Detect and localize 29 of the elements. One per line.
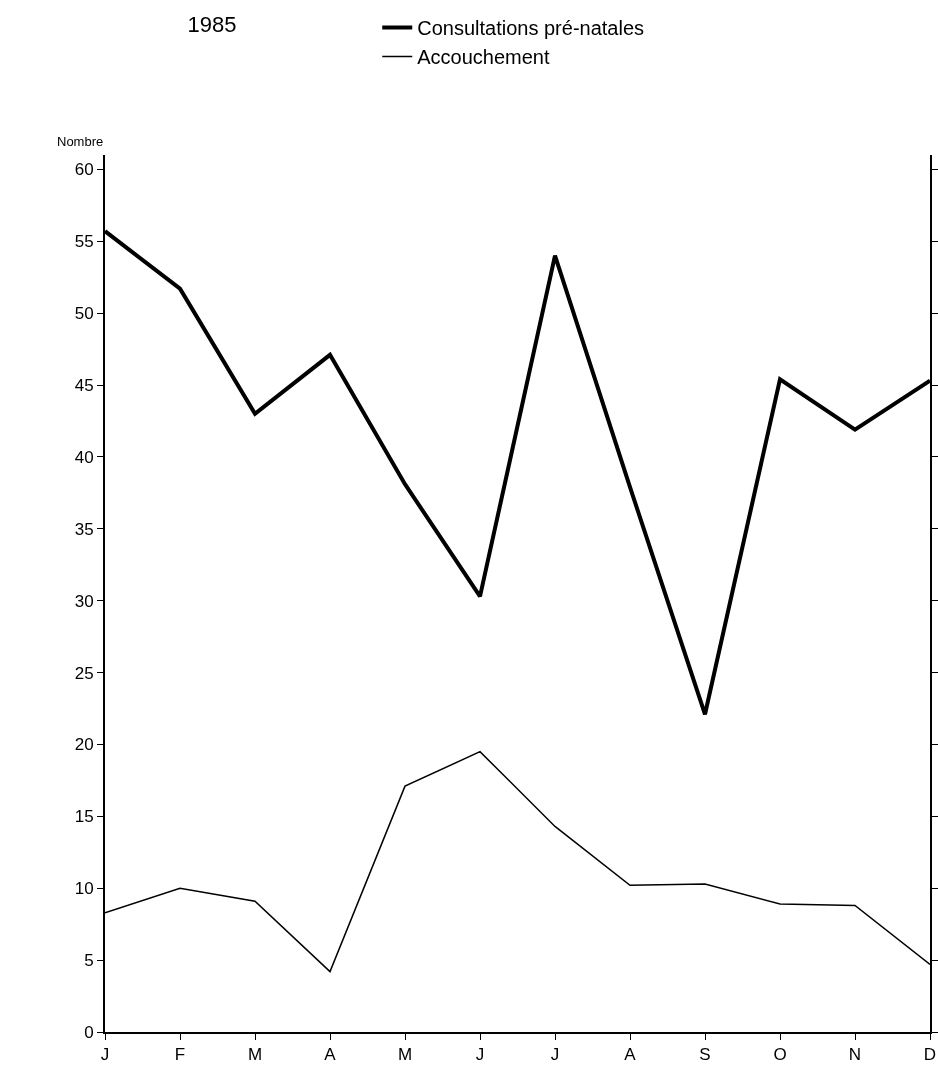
y-tick-label: 35 <box>74 519 94 539</box>
y-tick-label: 45 <box>74 375 94 395</box>
x-tick-label: A <box>624 1045 637 1065</box>
x-tick-label: S <box>699 1045 711 1065</box>
x-tick-label: N <box>848 1045 862 1065</box>
x-tick-label: O <box>773 1045 787 1065</box>
y-tick-label: 20 <box>74 735 94 755</box>
chart-title: 1985 <box>187 11 237 37</box>
y-tick-label: 5 <box>84 951 94 971</box>
legend-label: Accouchement <box>417 46 550 69</box>
y-tick-label: 15 <box>74 807 94 827</box>
y-tick-label: 0 <box>84 1022 94 1042</box>
x-tick-label: J <box>475 1045 485 1065</box>
x-tick-label: A <box>324 1045 337 1065</box>
y-tick-label: 40 <box>74 447 94 467</box>
x-tick-label: J <box>100 1045 110 1065</box>
x-tick-label: M <box>397 1045 413 1065</box>
y-tick-label: 50 <box>74 304 94 324</box>
y-tick-label: 60 <box>74 160 94 180</box>
x-tick-label: J <box>550 1045 560 1065</box>
y-tick-label: 25 <box>74 663 94 683</box>
y-tick-label: 55 <box>74 232 94 252</box>
y-axis-title: Nombre <box>57 134 104 149</box>
x-tick-label: D <box>923 1045 937 1065</box>
legend-label: Consultations pré-natales <box>417 17 645 40</box>
y-tick-label: 30 <box>74 591 94 611</box>
x-tick-label: F <box>174 1045 186 1065</box>
y-tick-label: 10 <box>74 879 94 899</box>
x-tick-label: M <box>247 1045 263 1065</box>
